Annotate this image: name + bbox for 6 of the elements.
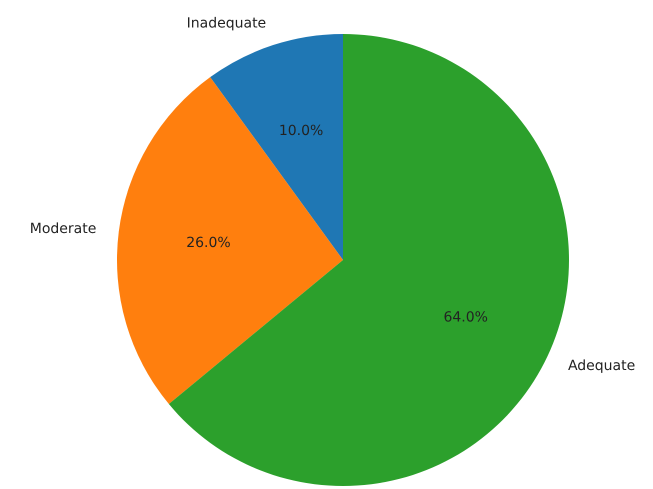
slice-label: Moderate xyxy=(30,220,96,237)
data-label: 10.0% xyxy=(278,123,324,140)
slice-label: Inadequate xyxy=(186,16,266,32)
data-label: 26.0% xyxy=(186,235,231,252)
slice-label: Adequate xyxy=(568,358,636,374)
data-label: 64.0% xyxy=(443,310,488,326)
